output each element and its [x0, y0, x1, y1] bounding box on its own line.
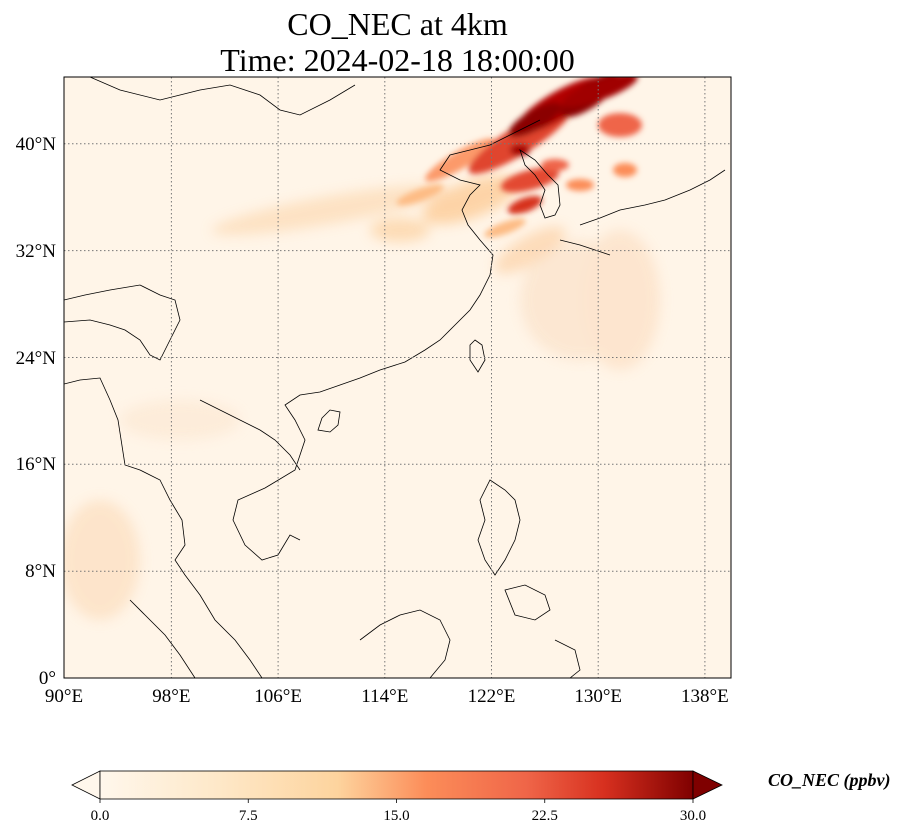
y-tick-label: 0°	[39, 668, 56, 689]
x-axis-ticks: 90°E 98°E 106°E 114°E 122°E 130°E 138°E	[45, 686, 729, 707]
y-tick-label: 32°N	[16, 241, 57, 262]
coastlines	[64, 77, 726, 678]
colorbar-max-extend	[692, 770, 723, 800]
colorbar: 0.0 7.5 15.0 22.5 30.0	[71, 770, 723, 824]
y-tick-label: 16°N	[16, 454, 57, 475]
colorbar-label: CO_NEC (ppbv)	[768, 770, 891, 790]
colorbar-tick-label: 15.0	[383, 808, 409, 824]
x-tick-label: 130°E	[574, 686, 622, 707]
figure-time-subtitle: Time: 2024-02-18 18:00:00	[220, 42, 575, 78]
x-tick-label: 114°E	[361, 686, 408, 707]
colorbar-min-extend	[71, 770, 101, 800]
x-tick-label: 90°E	[45, 686, 83, 707]
map-background	[64, 77, 731, 678]
y-tick-label: 40°N	[16, 134, 57, 155]
colorbar-gradient	[99, 770, 694, 800]
figure-title: CO_NEC at 4km	[287, 6, 508, 42]
colorbar-tick-label: 0.0	[91, 808, 110, 824]
colorbar-tick-label: 22.5	[532, 808, 558, 824]
x-tick-label: 122°E	[468, 686, 516, 707]
x-tick-label: 138°E	[681, 686, 729, 707]
y-tick-label: 24°N	[16, 348, 57, 369]
co-concentration-field	[64, 77, 660, 620]
y-axis-ticks: 0° 8°N 16°N 24°N 32°N 40°N	[16, 134, 57, 689]
map-frame	[63, 76, 732, 679]
x-tick-label: 98°E	[152, 686, 190, 707]
colorbar-tick-label: 7.5	[239, 808, 258, 824]
x-tick-label: 106°E	[254, 686, 302, 707]
gridlines	[64, 77, 731, 678]
y-tick-label: 8°N	[25, 561, 56, 582]
colorbar-tick-label: 30.0	[680, 808, 706, 824]
map-panel	[64, 77, 731, 678]
